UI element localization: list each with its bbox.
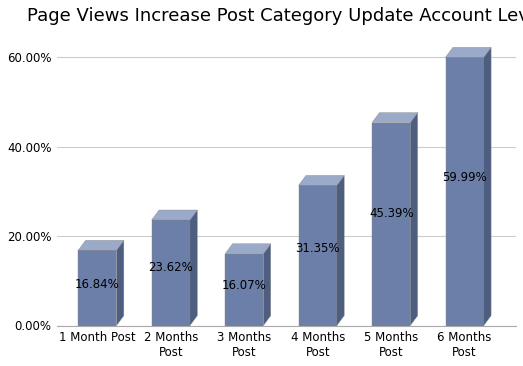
Polygon shape [264,244,271,325]
Polygon shape [410,113,418,325]
Polygon shape [78,240,124,250]
Text: 31.35%: 31.35% [295,242,340,255]
Polygon shape [152,220,190,325]
Text: 16.07%: 16.07% [222,280,267,292]
Polygon shape [225,254,264,325]
Polygon shape [152,210,197,220]
Polygon shape [299,185,337,325]
Polygon shape [117,240,124,325]
Text: 23.62%: 23.62% [149,261,193,274]
Text: 16.84%: 16.84% [75,277,120,291]
Title: Page Views Increase Post Category Update Account Level: Page Views Increase Post Category Update… [28,7,523,25]
Polygon shape [372,123,410,325]
Polygon shape [299,175,344,185]
Polygon shape [337,175,344,325]
Polygon shape [372,113,418,123]
Text: 45.39%: 45.39% [369,208,414,220]
Polygon shape [446,48,491,57]
Polygon shape [225,244,271,254]
Polygon shape [190,210,197,325]
Polygon shape [78,250,117,325]
Text: 59.99%: 59.99% [442,171,487,184]
Polygon shape [446,57,484,325]
Polygon shape [484,48,491,325]
